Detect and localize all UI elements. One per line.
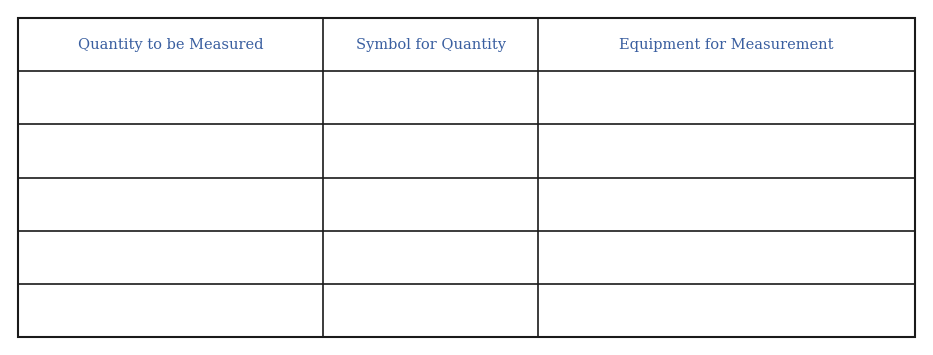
Text: Equipment for Measurement: Equipment for Measurement (620, 38, 834, 51)
Bar (18, 18, 915, 337)
Text: Quantity to be Measured: Quantity to be Measured (77, 38, 263, 51)
Text: Symbol for Quantity: Symbol for Quantity (355, 38, 506, 51)
